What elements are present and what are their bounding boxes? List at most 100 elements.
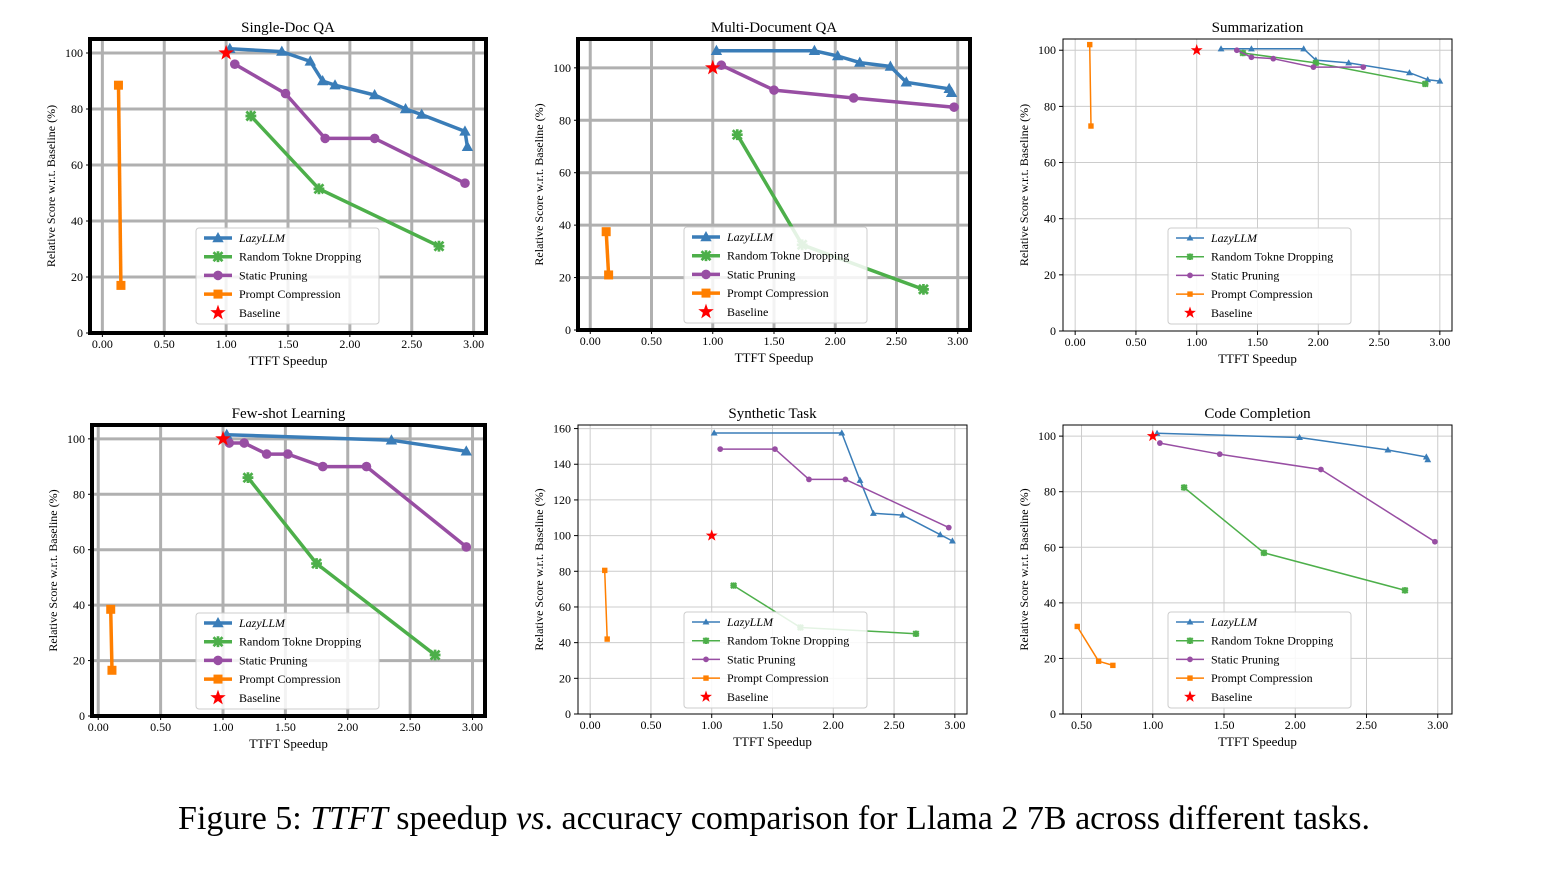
series-baseline <box>705 59 721 75</box>
data-point <box>218 44 234 60</box>
data-point <box>1088 123 1094 129</box>
legend-box <box>683 611 868 709</box>
chart-title: Multi-Document QA <box>711 20 837 36</box>
plot-frame <box>1062 38 1453 332</box>
data-point <box>369 133 380 144</box>
plot-frame <box>577 424 968 715</box>
x-tick-label: 1.50 <box>1247 335 1268 349</box>
series-static-pruning <box>224 438 472 552</box>
chart-5: 0.00 0.50 1.00 1.50 2.00 2.50 3.00 0 20 40 60 80 100… <box>532 406 968 749</box>
y-axis-label: Relative Score w.r.t. Baseline (%) <box>1017 104 1031 266</box>
legend: LazyLLM Random Tokne Dropping Static Pruni… <box>683 611 868 709</box>
data-point <box>731 129 743 141</box>
legend-label: Random Tokne Dropping <box>1211 250 1333 264</box>
legend-marker <box>1187 272 1193 279</box>
series-lazyllm <box>710 44 958 97</box>
series-line <box>720 448 950 529</box>
legend-marker <box>1184 306 1196 318</box>
data-point <box>769 85 779 95</box>
y-tick-label: 80 <box>559 113 571 127</box>
caption-prefix: Figure 5: <box>178 800 311 837</box>
legend-item-prompt-compression: Prompt Compression <box>1176 671 1313 685</box>
y-tick-label: 0 <box>565 323 571 337</box>
series-line <box>604 231 611 275</box>
x-tick-label: 3.00 <box>463 337 484 351</box>
plot-frame <box>1062 424 1453 715</box>
legend-label: LazyLLM <box>1210 615 1258 629</box>
y-axis-label: Relative Score w.r.t. Baseline (%) <box>46 489 60 651</box>
legend-label: Prompt Compression <box>1211 671 1313 685</box>
y-tick-label: 20 <box>559 671 571 685</box>
legend-item-prompt-compression: Prompt Compression <box>692 671 829 685</box>
legend-label: Static Pruning <box>1211 268 1279 282</box>
legend: LazyLLM Random Tokne Dropping Static Pruni… <box>195 612 380 710</box>
legend-box <box>1167 227 1352 325</box>
legend-item-prompt-compression: Prompt Compression <box>692 286 829 300</box>
legend-marker <box>213 655 223 666</box>
x-tick-label: 0.00 <box>92 337 113 351</box>
x-tick-label: 2.50 <box>1369 335 1390 349</box>
y-tick-label: 160 <box>553 422 571 436</box>
data-point <box>604 270 614 280</box>
data-point <box>239 438 250 448</box>
data-point <box>838 429 846 436</box>
data-point <box>1406 69 1413 76</box>
x-tick-label: 0.50 <box>641 334 662 348</box>
series-random-dropping <box>242 472 441 661</box>
data-point <box>276 45 288 56</box>
data-point <box>710 44 723 55</box>
data-point <box>1248 45 1255 52</box>
data-point <box>415 108 428 119</box>
x-tick-label: 0.00 <box>1065 335 1086 349</box>
series-line <box>1242 52 1426 85</box>
legend-marker <box>702 618 710 625</box>
x-tick-label: 2.50 <box>401 337 422 351</box>
data-point <box>224 438 235 448</box>
legend-label: Prompt Compression <box>727 671 829 685</box>
y-tick-label: 40 <box>73 598 85 612</box>
series-lazyllm <box>1153 429 1432 463</box>
y-tick-label: 0 <box>79 709 85 723</box>
x-tick-label: 2.00 <box>825 334 846 348</box>
data-point <box>429 649 441 661</box>
y-tick-label: 0 <box>1050 324 1056 338</box>
series-prompt-compression <box>1087 41 1094 129</box>
x-tick-label: 2.00 <box>1308 335 1329 349</box>
y-tick-label: 20 <box>559 271 571 285</box>
y-tick-label: 60 <box>559 166 571 180</box>
y-tick-label: 40 <box>1044 212 1056 226</box>
legend-label: Prompt Compression <box>1211 287 1313 301</box>
data-point <box>280 88 291 99</box>
legend-item-static-pruning: Static Pruning <box>692 652 795 666</box>
legend-marker <box>700 231 712 242</box>
data-point <box>936 531 944 538</box>
chart-6: 0.50 1.00 1.50 2.00 2.50 3.00 0 20 40 60 80 100 Code… <box>1017 406 1453 749</box>
legend-label: Static Pruning <box>239 653 307 667</box>
legend-label: Random Tokne Dropping <box>239 635 361 649</box>
legend-item-static-pruning: Static Pruning <box>1176 652 1279 666</box>
legend-item-lazyllm: LazyLLM <box>1176 231 1258 245</box>
legend-item-random-dropping: Random Tokne Dropping <box>204 250 361 264</box>
data-point <box>261 449 272 459</box>
data-point <box>949 102 959 112</box>
x-axis-label: TTFT Speedup <box>1218 351 1297 366</box>
series-line <box>1221 48 1440 82</box>
x-tick-label: 2.00 <box>339 337 360 351</box>
legend-marker <box>213 289 223 299</box>
data-point <box>1318 466 1324 473</box>
legend-marker <box>1186 637 1194 645</box>
y-tick-label: 20 <box>1044 651 1056 665</box>
series-line <box>1183 486 1406 592</box>
legend-label: Baseline <box>239 306 280 320</box>
x-tick-label: 2.50 <box>884 718 905 732</box>
series-line <box>1156 432 1429 461</box>
legend-item-lazyllm: LazyLLM <box>204 616 286 630</box>
legend-label: LazyLLM <box>1210 231 1258 245</box>
x-tick-label: 1.50 <box>275 720 296 734</box>
plot-frame <box>88 37 488 335</box>
series-random-dropping <box>1180 484 1409 594</box>
y-axis-label: Relative Score w.r.t. Baseline (%) <box>1017 488 1031 650</box>
series-line <box>716 49 954 94</box>
data-point <box>945 86 958 97</box>
